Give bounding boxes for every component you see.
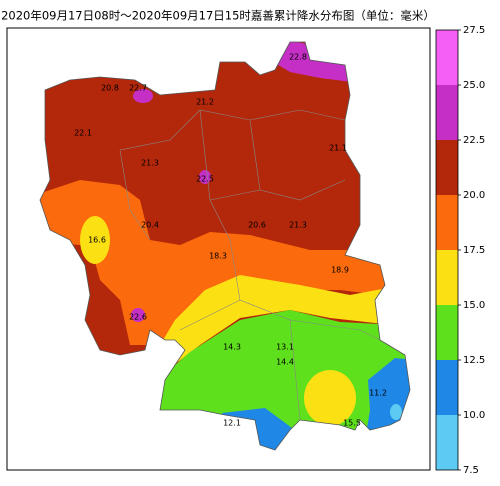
station-value: 13.1 bbox=[276, 343, 294, 352]
station-value: 11.2 bbox=[369, 389, 387, 398]
zone-15-17 bbox=[150, 275, 410, 368]
zone-22-25 bbox=[131, 308, 145, 322]
station-value: 20.4 bbox=[141, 221, 159, 230]
station-value: 20.8 bbox=[101, 84, 119, 93]
colorbar-segment bbox=[436, 250, 458, 305]
station-value: 21.2 bbox=[196, 98, 214, 107]
station-value: 21.1 bbox=[329, 144, 347, 153]
colorbar-segment bbox=[436, 195, 458, 250]
station-value: 21.3 bbox=[289, 221, 307, 230]
colorbar-tick-label: 17.5 bbox=[463, 245, 485, 256]
colorbar-tick-label: 22.5 bbox=[463, 135, 485, 146]
station-value: 20.6 bbox=[248, 221, 266, 230]
station-value: 22.6 bbox=[129, 313, 147, 322]
station-value: 22.5 bbox=[196, 175, 214, 184]
zone-15-17 bbox=[304, 370, 356, 426]
station-value: 18.9 bbox=[331, 266, 349, 275]
zone-15-17 bbox=[80, 216, 110, 264]
colorbar-tick-label: 10.0 bbox=[463, 410, 485, 421]
colorbar-tick-label: 27.5 bbox=[463, 25, 485, 36]
colorbar-segment bbox=[436, 30, 458, 85]
colorbar-tick-label: 20.0 bbox=[463, 190, 485, 201]
colorbar-tick-label: 7.5 bbox=[463, 465, 479, 476]
colorbar-tick-label: 12.5 bbox=[463, 355, 485, 366]
station-value: 15.5 bbox=[343, 419, 361, 428]
station-value: 18.3 bbox=[209, 252, 227, 261]
station-value: 22.1 bbox=[74, 129, 92, 138]
map-title: 2020年09月17日08时～2020年09月17日15时嘉善累计降水分布图（单… bbox=[1, 9, 435, 23]
station-value: 22.7 bbox=[129, 84, 147, 93]
zone-22-25 bbox=[270, 42, 352, 82]
town-borders bbox=[119, 109, 381, 421]
station-value: 14.4 bbox=[276, 358, 294, 367]
zone-7-10 bbox=[390, 404, 402, 420]
station-value: 12.1 bbox=[223, 419, 241, 428]
county-outline bbox=[39, 41, 411, 451]
zone-17-20 bbox=[40, 180, 410, 345]
station-value: 16.6 bbox=[88, 236, 106, 245]
colorbar-segment bbox=[436, 140, 458, 195]
colorbar-tick-label: 25.0 bbox=[463, 80, 485, 91]
colorbar-segment bbox=[436, 415, 458, 470]
colorbar-segment bbox=[436, 360, 458, 415]
colorbar-tick-label: 15.0 bbox=[463, 300, 485, 311]
colorbar-segment bbox=[436, 305, 458, 360]
colorbar-segment bbox=[436, 85, 458, 140]
colorbar: 7.5 10.0 12.5 15.0 17.5 20.0 22.5 25.0 27.5 bbox=[435, 25, 485, 476]
station-value: 22.8 bbox=[289, 53, 307, 62]
zone-22-25 bbox=[133, 89, 153, 103]
station-value: 14.3 bbox=[223, 343, 241, 352]
station-value: 21.3 bbox=[141, 159, 159, 168]
station-labels: 20.8 22.7 21.2 22.8 22.1 21.3 22.5 21.1 20.4 20.6… bbox=[74, 53, 387, 428]
